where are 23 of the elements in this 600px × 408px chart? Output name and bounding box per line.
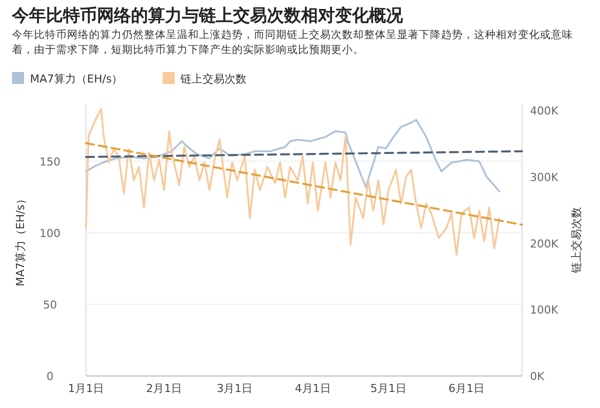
- y2-axis-title: 链上交易次数: [570, 207, 583, 274]
- y2-tick-label: 200K: [530, 237, 559, 250]
- line-series: [85, 108, 500, 256]
- x-tick-label: 4月1日: [294, 382, 331, 395]
- y-tick-label: 50: [43, 298, 57, 312]
- line-series: [85, 118, 500, 192]
- legend-label: 链上交易次数: [180, 72, 247, 86]
- y2-tick-label: 400K: [530, 104, 559, 118]
- chart-title: 今年比特币网络的算力与链上交易次数相对变化概况: [12, 5, 403, 27]
- x-tick-label: 3月1日: [216, 382, 253, 395]
- y2-tick-label: 100K: [530, 304, 559, 317]
- y2-tick-label: 0K: [530, 370, 545, 383]
- y-tick-label: 0: [46, 370, 54, 383]
- y2-tick-label: 300K: [530, 170, 559, 184]
- x-tick-label: 5月1日: [370, 382, 406, 395]
- y-axis-title: MA7算力（EH/s）: [14, 194, 27, 286]
- x-tick-label: 2月1日: [146, 382, 182, 395]
- y-tick-label: 100: [40, 226, 60, 240]
- x-tick-label: 6月1日: [448, 382, 485, 395]
- y-tick-label: 150: [40, 155, 60, 168]
- legend-label: MA7算力（EH/s）: [30, 72, 123, 86]
- chart-subtitle: 今年比特币网络的算力仍然整体呈温和上涨趋势，而同期链上交易次数却整体呈显著下降趋势，这种相对变化或意味着，由于需求下降，短期比特币算力下降产生的实际影响或比预期更小。: [12, 28, 574, 58]
- x-tick-label: 1月1日: [68, 382, 104, 395]
